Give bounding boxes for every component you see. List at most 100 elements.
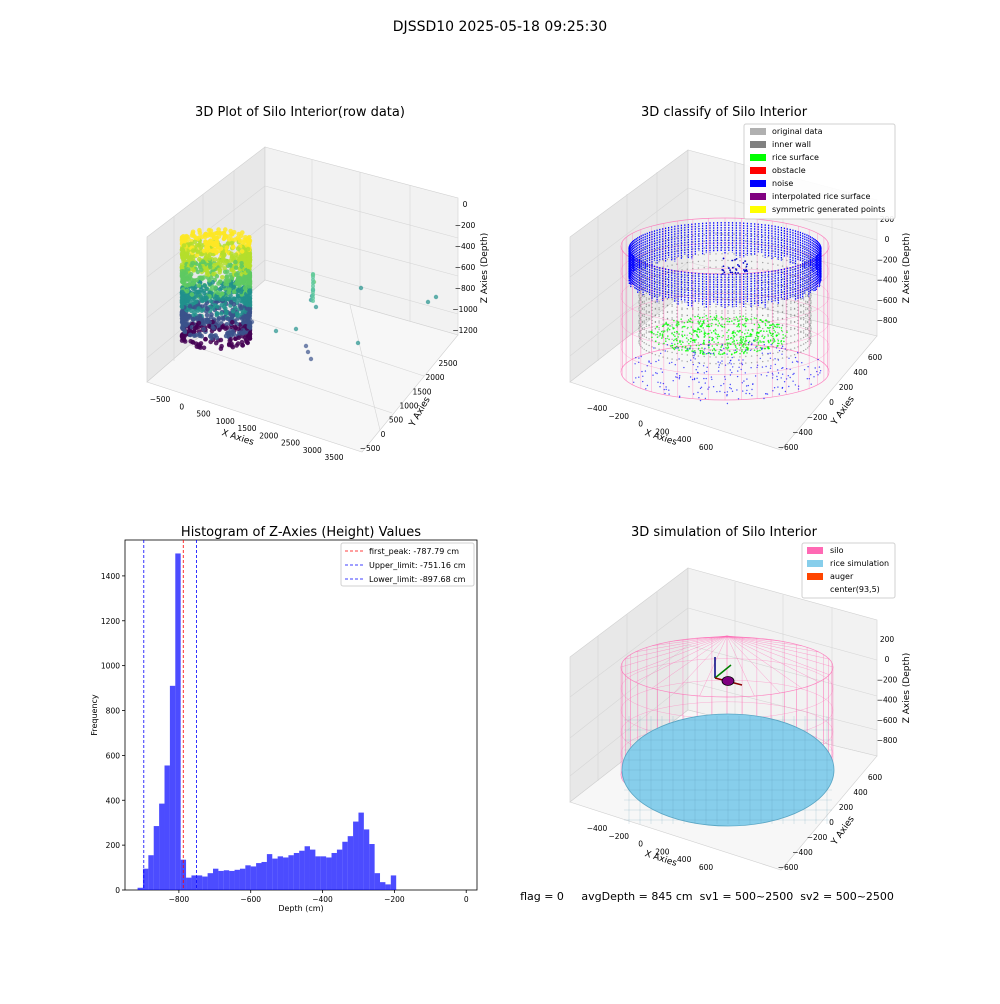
noise-point	[744, 372, 746, 374]
rice-surface-point	[708, 346, 710, 349]
noise-point	[738, 359, 740, 361]
wall-point	[750, 320, 753, 322]
wall-point	[767, 320, 769, 322]
wall-point	[793, 340, 796, 343]
raw-point	[210, 232, 215, 238]
noise-point	[687, 348, 689, 350]
raw-point	[311, 299, 315, 303]
noise-point	[742, 262, 745, 264]
wall-point	[676, 293, 678, 295]
wall-point	[641, 295, 643, 297]
raw-point	[235, 235, 240, 241]
rice-surface-point	[657, 331, 659, 333]
wall-point	[638, 300, 640, 302]
wall-point	[739, 233, 741, 235]
wall-point	[777, 332, 779, 334]
wall-point	[671, 290, 673, 293]
rice-surface-point	[742, 346, 745, 348]
wall-point	[692, 275, 694, 278]
noise-point	[678, 358, 680, 360]
rice-surface-point	[731, 320, 733, 322]
wall-point	[666, 298, 669, 300]
raw-point	[213, 257, 218, 262]
raw-point	[199, 276, 205, 282]
raw-point	[190, 248, 196, 253]
raw-point	[215, 296, 221, 301]
wall-point	[810, 327, 812, 330]
wall-point	[638, 301, 640, 303]
rice-surface-point	[689, 345, 692, 347]
noise-point	[726, 391, 729, 393]
rice-surface-point	[749, 335, 752, 338]
rice-surface-point	[667, 335, 669, 337]
rice-surface-point	[728, 350, 731, 352]
rice-surface-point	[747, 319, 749, 321]
rice-surface-point	[684, 346, 687, 349]
histogram-bar	[272, 858, 278, 890]
rice-surface-point	[735, 334, 738, 336]
raw-3d-zlabel: Z Axies (Depth)	[480, 233, 490, 304]
rice-surface-point	[741, 345, 744, 347]
wall-point	[640, 336, 642, 338]
wall-point	[805, 302, 807, 304]
rice-surface-point	[713, 354, 716, 356]
wall-point	[645, 330, 648, 332]
wall-point	[810, 321, 812, 323]
wall-point	[709, 343, 711, 345]
raw-point	[217, 270, 222, 275]
wall-point	[750, 313, 753, 315]
rice-surface-point	[783, 340, 785, 343]
rice-surface-point	[698, 331, 701, 333]
wall-point	[739, 303, 741, 305]
raw-point	[242, 335, 248, 341]
wall-point	[681, 302, 683, 304]
wall-point	[745, 273, 747, 275]
wall-point	[781, 278, 784, 280]
histogram-bar	[385, 884, 391, 890]
wall-point	[781, 291, 784, 294]
noise-point	[745, 392, 747, 395]
rice-surface-point	[735, 346, 737, 348]
noise-point	[818, 366, 821, 368]
rice-surface-point	[703, 339, 705, 342]
rice-surface-point	[761, 335, 763, 338]
noise-point	[642, 375, 644, 377]
noise-point	[668, 362, 671, 364]
wall-point	[772, 309, 774, 312]
rice-surface-point	[685, 337, 688, 339]
wall-point	[800, 317, 802, 319]
noise-point	[738, 366, 740, 368]
wall-point	[662, 319, 664, 321]
wall-point	[721, 310, 723, 312]
wall-point	[772, 359, 774, 361]
rice-surface-point	[780, 340, 782, 343]
rice-surface-point	[668, 338, 670, 341]
noise-point	[773, 387, 776, 389]
rice-surface-point	[747, 348, 749, 351]
wall-point	[676, 283, 678, 285]
rice-surface-point	[661, 330, 663, 333]
wall-point	[810, 322, 812, 325]
wall-point	[676, 263, 678, 265]
wall-point	[640, 339, 642, 341]
wall-point	[750, 234, 753, 236]
wall-point	[767, 322, 769, 324]
wall-point	[676, 286, 678, 289]
wall-point	[654, 301, 657, 304]
wall-point	[721, 312, 723, 314]
wall-point	[703, 247, 705, 249]
wall-point	[809, 278, 811, 280]
noise-point	[653, 347, 655, 349]
raw-point	[188, 339, 193, 344]
rice-surface-point	[753, 323, 756, 326]
noise-point	[737, 272, 739, 274]
noise-point	[734, 258, 736, 261]
rice-surface-point	[777, 340, 780, 342]
noise-point	[666, 344, 668, 346]
tick-label: 600	[699, 863, 714, 872]
rice-surface-point	[759, 349, 761, 352]
rice-surface-point	[732, 334, 735, 337]
wall-point	[807, 295, 809, 297]
noise-point	[742, 390, 744, 392]
noise-point	[710, 352, 712, 355]
